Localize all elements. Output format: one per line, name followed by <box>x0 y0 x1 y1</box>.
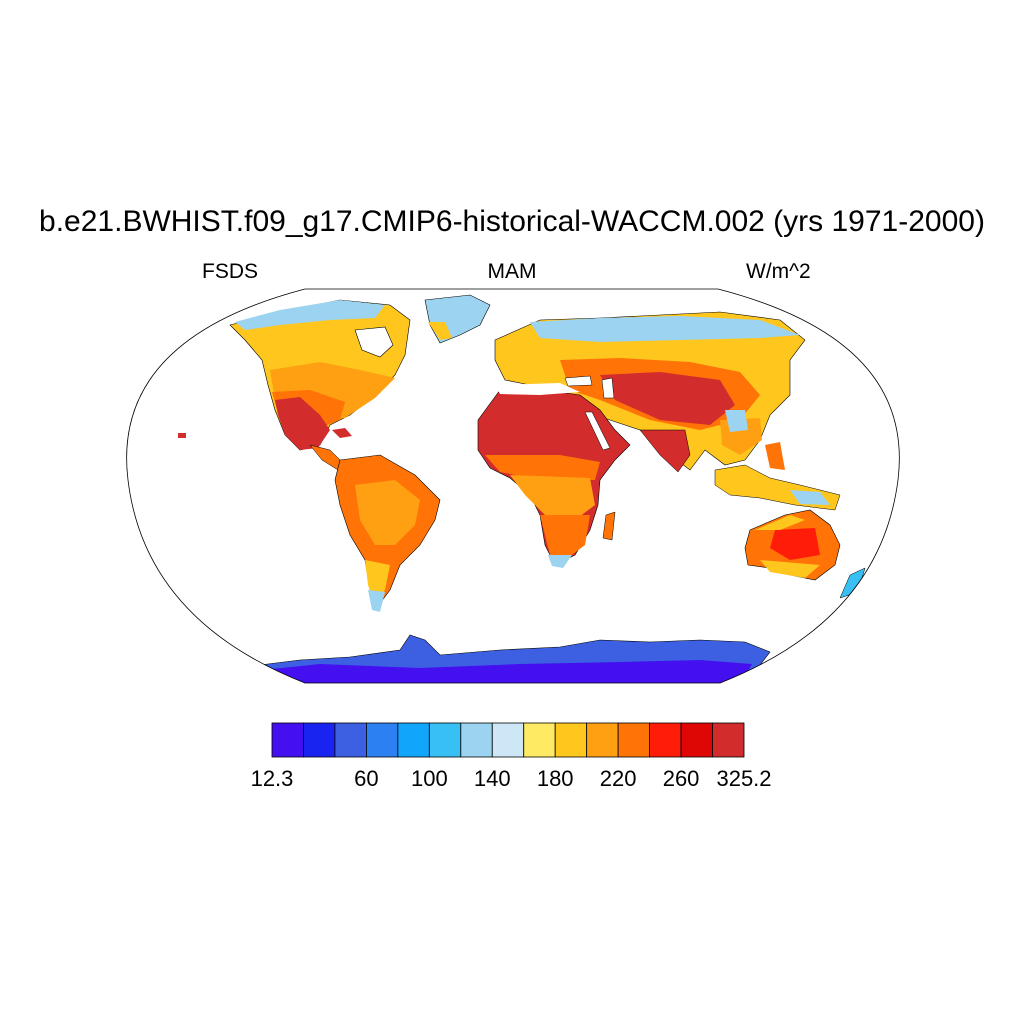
caspian-sea <box>601 377 615 399</box>
units-label: W/m^2 <box>746 260 811 283</box>
caribbean-islands <box>332 428 352 438</box>
maritime-clouds <box>790 490 830 505</box>
red-sea <box>584 411 611 451</box>
colorbar-tick-label: 140 <box>474 766 511 791</box>
central-asia <box>600 372 735 425</box>
colorbar-tick-label: 12.3 <box>251 766 294 791</box>
colorbar-tick-label: 325.2 <box>716 766 771 791</box>
greenland-coast <box>428 322 452 340</box>
colorbar-tick-label: 220 <box>600 766 637 791</box>
mexico-region <box>275 397 330 450</box>
tibet-region <box>725 410 748 432</box>
colorbar-swatch <box>397 722 430 758</box>
globe-outline <box>126 288 900 684</box>
colorbar-swatch <box>271 722 304 758</box>
hawaii-island <box>178 433 186 438</box>
hudson-bay <box>354 326 394 358</box>
colorbar-swatch <box>554 722 588 758</box>
colorbar-swatch <box>649 722 682 758</box>
colorbar-swatch <box>303 722 336 758</box>
colorbar-swatch <box>680 722 713 758</box>
colorbar-tick-label: 60 <box>354 766 378 791</box>
black-sea <box>564 375 593 387</box>
colorbar-swatch <box>365 722 399 758</box>
mediterranean <box>495 383 580 395</box>
madagascar <box>602 511 616 541</box>
antarctica-interior <box>262 660 752 683</box>
south-africa-tip <box>548 555 572 568</box>
philippines <box>765 442 785 470</box>
australia-south <box>760 560 820 578</box>
australia-north <box>755 515 805 530</box>
southern-africa <box>540 515 590 560</box>
variable-label: FSDS <box>202 260 259 283</box>
south-america-core <box>355 480 420 545</box>
colorbar-swatch <box>586 722 619 758</box>
sahel-belt <box>485 455 600 480</box>
colorbar-swatch <box>617 722 651 758</box>
colorbar-tick-label: 260 <box>663 766 700 791</box>
colorbar-swatch <box>523 722 556 758</box>
colorbar-swatch <box>712 722 745 758</box>
colorbar-swatch <box>460 722 493 758</box>
central-africa <box>510 475 595 520</box>
colorbar-swatch <box>428 722 462 758</box>
season-label: MAM <box>487 260 537 283</box>
patagonia <box>368 590 385 612</box>
plot-title: b.e21.BWHIST.f09_g17.CMIP6-historical-WA… <box>39 205 985 238</box>
india-region <box>639 429 691 473</box>
australia-interior <box>770 528 820 560</box>
colorbar-tick-label: 180 <box>537 766 574 791</box>
colorbar-swatch <box>334 722 367 758</box>
colorbar-swatch <box>491 722 525 758</box>
north-america-arctic <box>235 300 385 330</box>
siberia-arctic <box>530 316 800 342</box>
colorbar-tick-label: 100 <box>411 766 448 791</box>
